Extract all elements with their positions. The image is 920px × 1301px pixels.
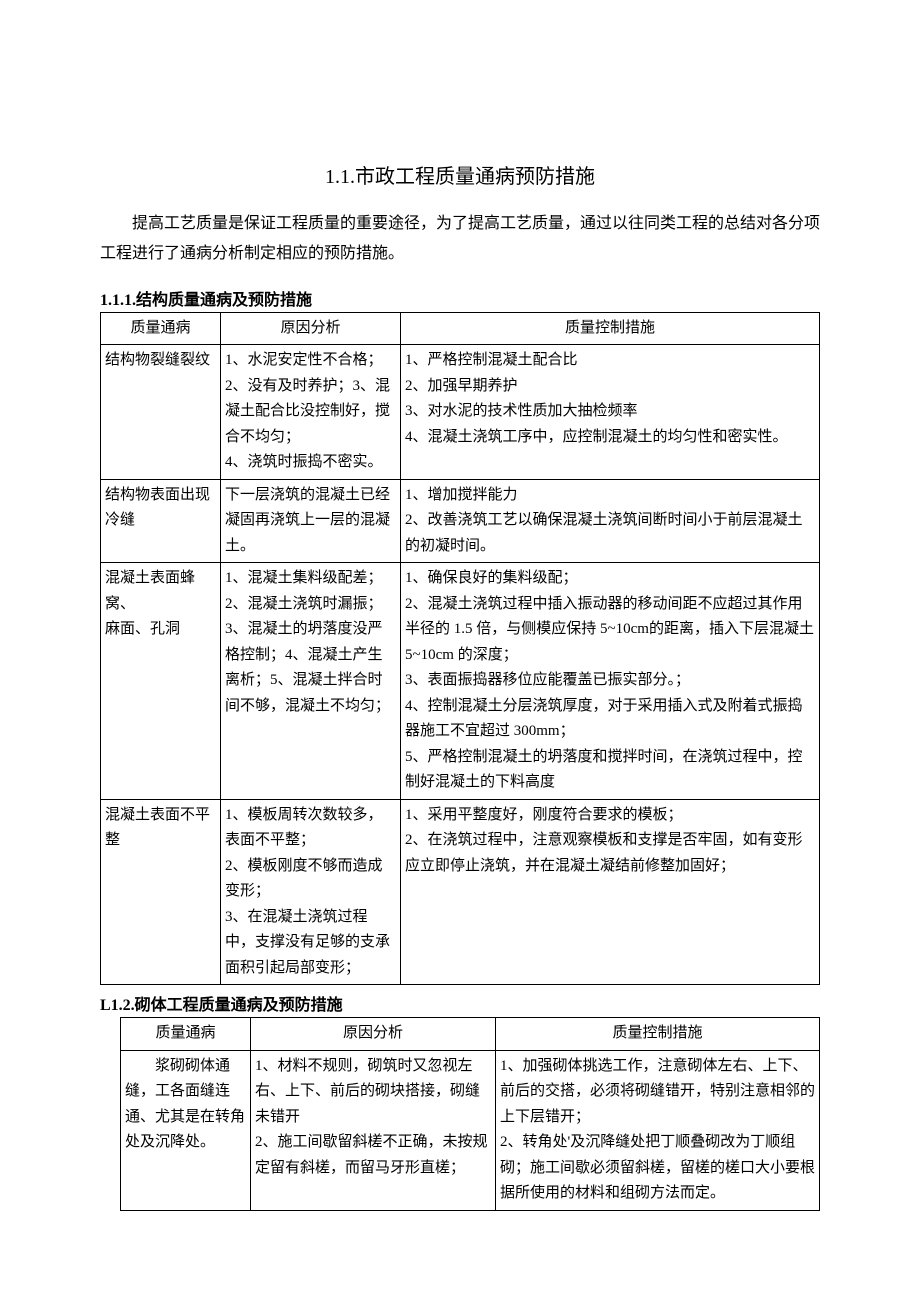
col-header-cause: 原因分析 (221, 312, 401, 345)
table-header-row: 质量通病 原因分析 质量控制措施 (121, 1018, 820, 1051)
cell-measure: 1、采用平整度好，刚度符合要求的模板；2、在浇筑过程中，注意观察模板和支撑是否牢… (401, 799, 820, 985)
table-row: 浆砌砌体通缝，工各面缝连通、尤其是在转角处及沉降处。 1、材料不规则，砌筑时又忽… (121, 1050, 820, 1210)
section2-heading: L1.2.砌体工程质量通病及预防措施 (100, 991, 820, 1015)
intro-paragraph: 提高工艺质量是保证工程质量的重要途径，为了提高工艺质量，通过以往同类工程的总结对… (100, 209, 820, 270)
cell-measure: 1、加强砌体挑选工作，注意砌体左右、上下、前后的交搭，必须将砌缝错开，特别注意相… (496, 1050, 820, 1210)
cell-defect: 浆砌砌体通缝，工各面缝连通、尤其是在转角处及沉降处。 (121, 1050, 251, 1210)
structure-defects-table: 质量通病 原因分析 质量控制措施 结构物裂缝裂纹 1、水泥安定性不合格；2、没有… (100, 312, 820, 986)
cell-defect: 混凝土表面不平整 (101, 799, 221, 985)
col-header-cause: 原因分析 (251, 1018, 496, 1051)
cell-cause: 1、混凝土集料级配差；2、混凝土浇筑时漏振；3、混凝土的坍落度没严格控制；4、混… (221, 563, 401, 800)
main-title: 1.1.市政工程质量通病预防措施 (100, 160, 820, 189)
table-row: 混凝土表面蜂窝、麻面、孔洞 1、混凝土集料级配差；2、混凝土浇筑时漏振；3、混凝… (101, 563, 820, 800)
cell-cause: 1、材料不规则，砌筑时又忽视左右、上下、前后的砌块搭接，砌缝未错开2、施工间歇留… (251, 1050, 496, 1210)
col-header-defect: 质量通病 (101, 312, 221, 345)
masonry-defects-table: 质量通病 原因分析 质量控制措施 浆砌砌体通缝，工各面缝连通、尤其是在转角处及沉… (120, 1017, 820, 1211)
cell-defect: 混凝土表面蜂窝、麻面、孔洞 (101, 563, 221, 800)
col-header-measure: 质量控制措施 (496, 1018, 820, 1051)
cell-defect: 结构物表面出现冷缝 (101, 479, 221, 563)
cell-cause: 下一层浇筑的混凝土已经凝固再浇筑上一层的混凝土。 (221, 479, 401, 563)
cell-defect: 结构物裂缝裂纹 (101, 345, 221, 480)
col-header-defect: 质量通病 (121, 1018, 251, 1051)
cell-cause: 1、水泥安定性不合格；2、没有及时养护；3、混凝土配合比没控制好，搅合不均匀；4… (221, 345, 401, 480)
table-row: 结构物表面出现冷缝 下一层浇筑的混凝土已经凝固再浇筑上一层的混凝土。 1、增加搅… (101, 479, 820, 563)
table-header-row: 质量通病 原因分析 质量控制措施 (101, 312, 820, 345)
cell-measure: 1、严格控制混凝土配合比2、加强早期养护3、对水泥的技术性质加大抽检频率4、混凝… (401, 345, 820, 480)
section1-heading: 1.1.1.结构质量通病及预防措施 (100, 286, 820, 310)
col-header-measure: 质量控制措施 (401, 312, 820, 345)
cell-cause: 1、模板周转次数较多，表面不平整；2、模板刚度不够而造成变形；3、在混凝土浇筑过… (221, 799, 401, 985)
table-row: 混凝土表面不平整 1、模板周转次数较多，表面不平整；2、模板刚度不够而造成变形；… (101, 799, 820, 985)
table-row: 结构物裂缝裂纹 1、水泥安定性不合格；2、没有及时养护；3、混凝土配合比没控制好… (101, 345, 820, 480)
cell-measure: 1、确保良好的集料级配；2、混凝土浇筑过程中插入振动器的移动间距不应超过其作用半… (401, 563, 820, 800)
cell-measure: 1、增加搅拌能力2、改善浇筑工艺以确保混凝土浇筑间断时间小于前层混凝土的初凝时间… (401, 479, 820, 563)
